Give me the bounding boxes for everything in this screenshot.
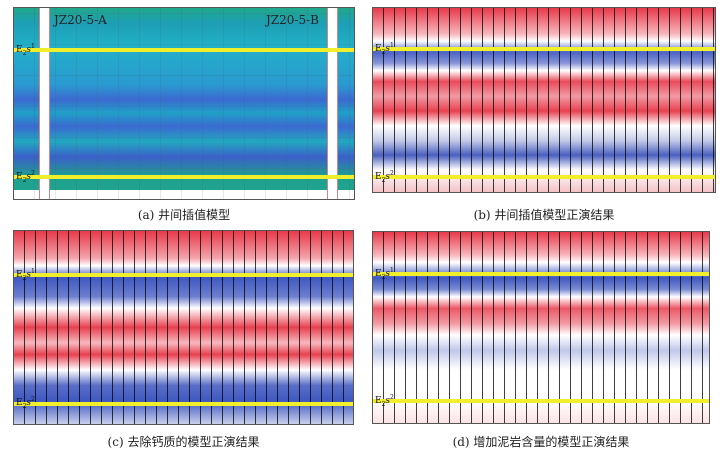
panel-a-scale-strip bbox=[14, 190, 354, 199]
horizon-top-line bbox=[14, 273, 353, 277]
caption-c: (c) 去除钙质的模型正演结果 bbox=[107, 435, 260, 449]
panel-b-traces bbox=[373, 8, 715, 192]
panel-c-no-calcite-result: E2s1 E2s2 bbox=[13, 230, 354, 425]
horizon-top-label: E2s1 bbox=[16, 43, 35, 57]
well-a-label: JZ20-5-A bbox=[54, 13, 107, 27]
panel-a-interpolation-model: JZ20-5-A JZ20-5-B E2s1 E2s2 bbox=[13, 7, 355, 200]
caption-d: (d) 增加泥岩含量的模型正演结果 bbox=[452, 435, 630, 449]
horizon-bottom-label: E2s2 bbox=[16, 396, 35, 410]
caption-b: (b) 井间插值模型正演结果 bbox=[473, 208, 615, 222]
well-a-log bbox=[39, 8, 50, 199]
horizon-bottom-line bbox=[14, 402, 353, 406]
horizon-top-label: E2s1 bbox=[375, 42, 394, 56]
panel-c-traces bbox=[14, 231, 353, 424]
horizon-top-label: E2s1 bbox=[375, 267, 394, 281]
panel-b-forward-result: E2s1 E2s2 bbox=[372, 7, 716, 193]
horizon-bottom-line bbox=[14, 175, 354, 179]
horizon-top-line bbox=[14, 48, 354, 52]
well-b-log bbox=[327, 8, 338, 199]
horizon-top-label: E2s1 bbox=[16, 268, 35, 282]
horizon-top-line bbox=[373, 47, 715, 51]
panel-d-more-mudstone-result: E2s1 E2s2 bbox=[372, 231, 710, 424]
horizon-bottom-line bbox=[373, 399, 709, 403]
horizon-bottom-line bbox=[373, 175, 715, 179]
horizon-top-line bbox=[373, 272, 709, 276]
horizon-bottom-label: E2s2 bbox=[375, 394, 394, 408]
caption-a: (a) 井间插值模型 bbox=[137, 208, 231, 222]
panel-a-grid bbox=[14, 8, 354, 199]
horizon-bottom-label: E2s2 bbox=[16, 170, 35, 184]
horizon-bottom-label: E2s2 bbox=[375, 170, 394, 184]
well-b-label: JZ20-5-B bbox=[266, 13, 319, 27]
panel-d-traces bbox=[373, 232, 709, 423]
